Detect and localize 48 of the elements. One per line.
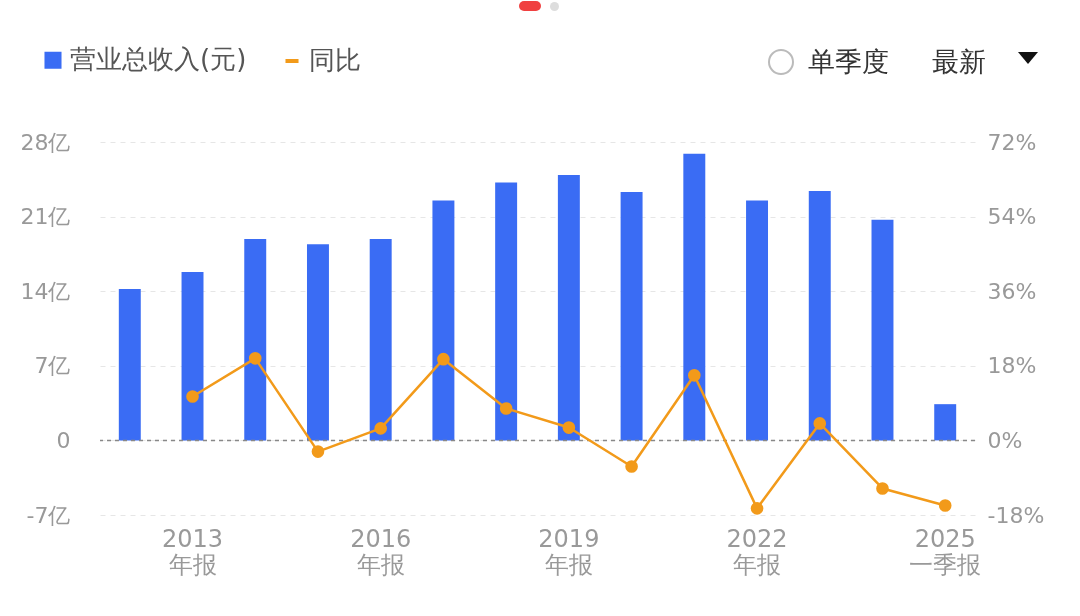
bar — [432, 200, 455, 441]
x-tick-label: 2013 年报 — [161, 524, 224, 579]
legend-label: 同比 — [309, 45, 361, 75]
bar — [746, 200, 769, 441]
y2-tick-label: 72% — [987, 129, 1037, 155]
y-tick-label: 14亿 — [20, 278, 71, 304]
point — [437, 352, 450, 366]
bar — [683, 153, 706, 441]
point — [938, 499, 952, 512]
point — [687, 369, 701, 382]
bar — [871, 219, 894, 441]
bar — [934, 404, 957, 441]
x-tick-label: 2019 年报 — [538, 524, 600, 579]
bar — [244, 238, 267, 441]
point — [499, 402, 513, 415]
bar — [620, 192, 643, 441]
y2-tick-label: -18% — [987, 502, 1045, 528]
x-tick-label: 2016 年报 — [350, 524, 412, 579]
point — [311, 445, 325, 458]
point — [562, 421, 576, 434]
y2-tick-label: 0% — [987, 427, 1023, 453]
legend-label: 营业总收入(元) — [70, 44, 247, 75]
y2-tick-label: 54% — [987, 204, 1037, 230]
point — [625, 460, 638, 473]
x-tick-label: 2022 年报 — [726, 524, 788, 579]
point — [750, 502, 764, 515]
y-tick-label: -7亿 — [26, 502, 71, 528]
text: 最新 — [932, 45, 986, 79]
point — [186, 390, 199, 403]
point — [876, 482, 889, 495]
y-tick-label: 0 — [56, 427, 71, 453]
bar — [557, 175, 580, 441]
point — [248, 352, 262, 365]
x-tick-label: 2025 一季报 — [909, 524, 982, 579]
point — [374, 422, 388, 435]
bar — [369, 238, 392, 441]
y-tick-label: 21亿 — [20, 204, 71, 230]
y-tick-label: 7亿 — [34, 353, 71, 379]
bar — [181, 272, 204, 441]
bar — [808, 191, 831, 441]
text: 单季度 — [808, 45, 889, 79]
y-tick-label: 28亿 — [20, 129, 71, 155]
point — [813, 417, 827, 430]
bar — [306, 244, 329, 441]
y2-tick-label: 36% — [987, 278, 1037, 304]
y2-tick-label: 18% — [987, 353, 1037, 379]
bar — [495, 182, 518, 441]
bar — [118, 289, 141, 441]
